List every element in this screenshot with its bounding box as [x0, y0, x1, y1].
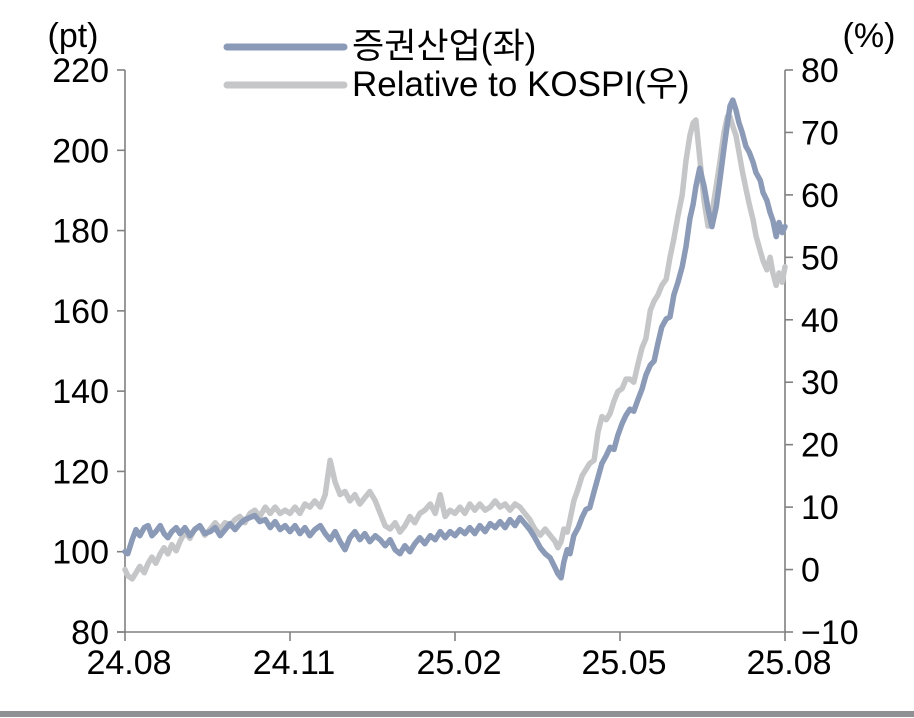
- left-axis-tick-label: 100: [52, 534, 109, 572]
- x-axis-tick-label: 24.08: [86, 644, 171, 682]
- legend-label: Relative to KOSPI(우): [352, 65, 690, 104]
- right-axis-tick-label: 40: [801, 302, 839, 340]
- right-axis-tick-label: 0: [801, 552, 820, 590]
- series-line-relative-to-kospi: [122, 114, 788, 582]
- x-axis-tick-label: 25.08: [746, 644, 831, 682]
- left-axis-tick-label: 160: [52, 293, 109, 331]
- x-axis-tick-label: 25.05: [581, 644, 666, 682]
- left-axis-tick-label: 180: [52, 213, 109, 251]
- left-axis-tick-label: 120: [52, 453, 109, 491]
- legend-label: 증권산업(좌): [352, 27, 536, 66]
- bottom-divider-bar: [0, 711, 914, 717]
- right-axis-tick-label: 10: [801, 489, 839, 527]
- right-axis-tick-label: 50: [801, 239, 839, 277]
- right-axis-tick-label: −10: [801, 614, 859, 652]
- right-axis-unit-label: (%): [843, 17, 896, 55]
- x-axis-tick-label: 24.11: [253, 644, 336, 682]
- axis-frame: [117, 70, 786, 633]
- right-axis-tick-label: 30: [801, 364, 839, 402]
- right-axis-tick-label: 60: [801, 177, 839, 215]
- left-axis-tick-label: 200: [52, 132, 109, 170]
- left-axis-tick-label: 140: [52, 373, 109, 411]
- left-axis-tick-label: 80: [71, 614, 109, 652]
- right-axis-tick-label: 20: [801, 427, 839, 465]
- x-axis-tick-label: 25.02: [416, 644, 501, 682]
- right-axis-tick-label: 70: [801, 114, 839, 152]
- series-line-securities-industry: [122, 97, 788, 581]
- left-axis-tick-label: 220: [52, 52, 109, 90]
- right-axis-tick-label: 80: [801, 52, 839, 90]
- left-axis-unit-label: (pt): [48, 17, 99, 55]
